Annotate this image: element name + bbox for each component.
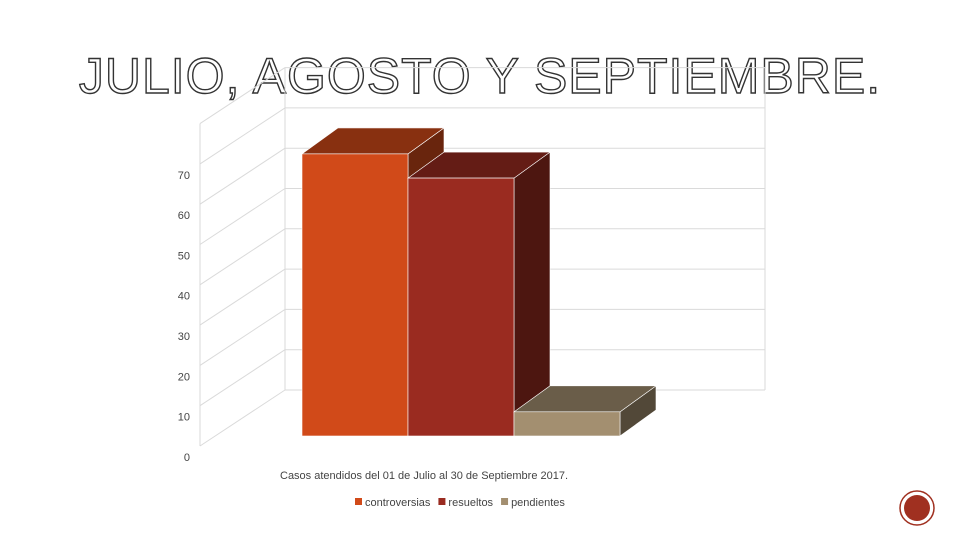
chart-title: JULIO, AGOSTO Y SEPTIEMBRE. xyxy=(79,48,881,104)
x-tick-label: Casos atendidos del 01 de Julio al 30 de… xyxy=(280,470,568,482)
bar xyxy=(407,177,515,437)
y-tick-label: 10 xyxy=(178,412,190,424)
grid-line xyxy=(199,308,286,366)
bar xyxy=(513,411,621,437)
y-tick-label: 0 xyxy=(184,452,190,464)
grid-line xyxy=(199,389,286,447)
legend-swatch xyxy=(355,498,362,505)
wall-top xyxy=(199,67,286,125)
legend-label: controversias xyxy=(365,497,431,509)
y-tick-label: 40 xyxy=(178,291,190,303)
grid-line xyxy=(199,147,286,205)
y-tick-label: 50 xyxy=(178,250,190,262)
grid-line xyxy=(199,268,286,326)
legend-label: pendientes xyxy=(511,497,565,509)
legend-label: resueltos xyxy=(448,497,493,509)
slide-badge xyxy=(899,490,935,526)
y-tick-label: 30 xyxy=(178,331,190,343)
legend-swatch xyxy=(501,498,509,505)
legend-swatch xyxy=(438,498,446,505)
grid-line xyxy=(199,349,286,407)
grid-line xyxy=(199,228,286,286)
y-tick-label: 70 xyxy=(178,170,190,182)
grid-line xyxy=(199,188,286,245)
bar xyxy=(301,153,409,437)
y-tick-label: 60 xyxy=(178,210,190,222)
grid-line xyxy=(199,107,286,165)
y-tick-label: 20 xyxy=(178,371,190,383)
